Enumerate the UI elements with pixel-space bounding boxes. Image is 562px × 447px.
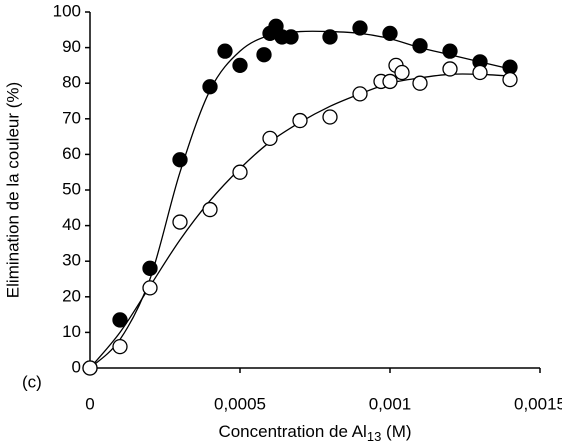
- y-axis-label: Elimination de la couleur (%): [3, 82, 22, 298]
- x-axis-label: Concentration de Al13 (M): [218, 422, 411, 444]
- y-tick-label: 60: [62, 144, 81, 163]
- data-point: [442, 61, 458, 77]
- data-point: [142, 260, 158, 276]
- data-point: [322, 29, 338, 45]
- data-point: [472, 64, 488, 81]
- data-point: [142, 280, 158, 296]
- y-tick-label: 0: [72, 357, 81, 376]
- data-point: [394, 64, 410, 81]
- data-point: [412, 38, 428, 54]
- x-tick-label: 0,001: [369, 394, 412, 413]
- data-point: [256, 47, 272, 63]
- y-tick-label: 20: [62, 286, 81, 305]
- data-point: [412, 75, 428, 91]
- fit-curve: [89, 30, 511, 369]
- data-point: [262, 130, 278, 147]
- data-point: [232, 164, 248, 180]
- y-tick-label: 30: [62, 251, 81, 270]
- data-point: [82, 360, 98, 376]
- data-point: [202, 79, 218, 95]
- y-tick-label: 10: [62, 322, 81, 341]
- data-point: [352, 86, 368, 102]
- data-point: [292, 112, 308, 129]
- x-label-part: Concentration de Al: [218, 422, 366, 441]
- y-tick-label: 80: [62, 73, 81, 92]
- x-tick-label: 0,0015: [514, 394, 562, 413]
- data-point: [382, 73, 398, 90]
- data-point: [232, 57, 248, 74]
- data-point: [322, 109, 338, 125]
- x-label-subscript: 13: [367, 429, 381, 444]
- data-point: [352, 20, 368, 36]
- x-tick-label: 0,0005: [214, 394, 266, 413]
- x-label-part: (M): [381, 422, 411, 441]
- data-point: [502, 71, 518, 88]
- data-point: [112, 338, 128, 355]
- data-point: [217, 43, 233, 59]
- y-tick-label: 40: [62, 215, 81, 234]
- data-point: [382, 25, 398, 42]
- data-point: [202, 201, 218, 218]
- y-tick-label: 100: [53, 1, 81, 20]
- y-tick-label: 70: [62, 108, 81, 127]
- data-point: [283, 29, 299, 45]
- y-tick-label: 90: [62, 37, 81, 56]
- data-point: [112, 312, 128, 328]
- data-point: [172, 214, 188, 230]
- x-tick-label: 0: [85, 394, 94, 413]
- data-point: [172, 152, 188, 168]
- panel-annotation: (c): [22, 372, 42, 391]
- data-point: [442, 43, 458, 59]
- y-tick-label: 50: [62, 179, 81, 198]
